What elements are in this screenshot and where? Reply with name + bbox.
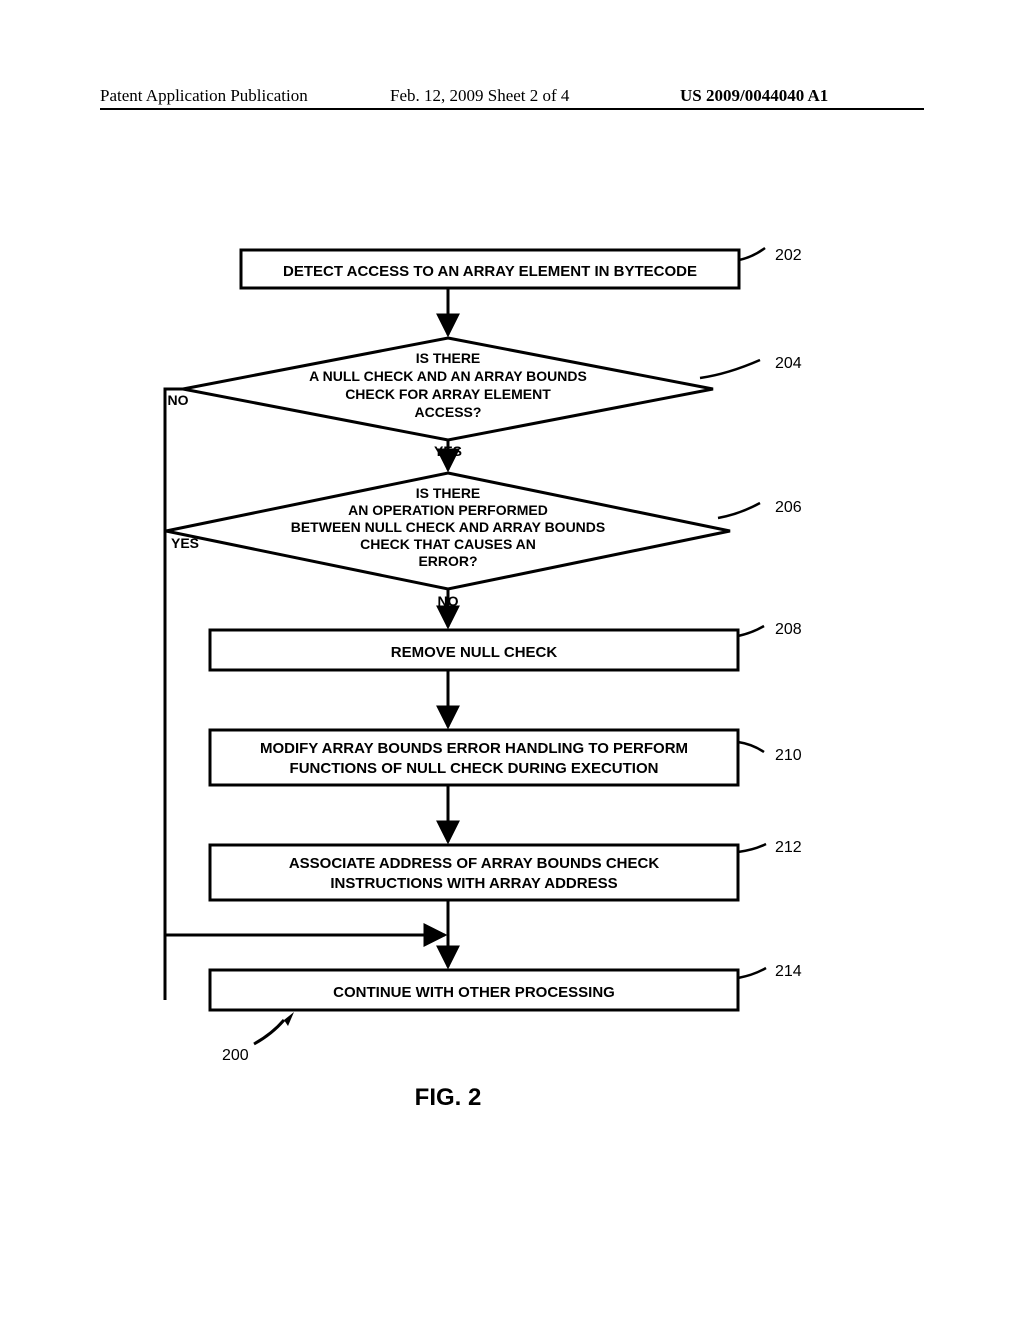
svg-text:BETWEEN NULL CHECK AND ARRAY B: BETWEEN NULL CHECK AND ARRAY BOUNDS — [291, 519, 606, 535]
svg-text:200: 200 — [222, 1047, 249, 1064]
svg-text:INSTRUCTIONS WITH ARRAY ADDRES: INSTRUCTIONS WITH ARRAY ADDRESS — [330, 875, 617, 892]
svg-text:CHECK THAT CAUSES AN: CHECK THAT CAUSES AN — [360, 536, 536, 552]
svg-text:212: 212 — [775, 839, 802, 856]
svg-text:202: 202 — [775, 247, 802, 264]
node-214: CONTINUE WITH OTHER PROCESSING — [210, 970, 738, 1010]
ref-204: 204 — [700, 355, 802, 378]
node-210: MODIFY ARRAY BOUNDS ERROR HANDLING TO PE… — [210, 730, 738, 785]
ref-210: 210 — [738, 742, 802, 764]
label-no-204: NO — [168, 392, 189, 408]
svg-text:ERROR?: ERROR? — [418, 553, 477, 569]
svg-text:ASSOCIATE ADDRESS OF ARRAY BOU: ASSOCIATE ADDRESS OF ARRAY BOUNDS CHECK — [289, 855, 659, 872]
svg-text:ACCESS?: ACCESS? — [415, 404, 482, 420]
svg-text:REMOVE NULL CHECK: REMOVE NULL CHECK — [391, 644, 558, 661]
svg-text:208: 208 — [775, 621, 802, 638]
flowchart: DETECT ACCESS TO AN ARRAY ELEMENT IN BYT… — [0, 0, 1024, 1320]
svg-text:AN OPERATION PERFORMED: AN OPERATION PERFORMED — [348, 502, 548, 518]
edge-204-no-down — [165, 389, 183, 1000]
node-208: REMOVE NULL CHECK — [210, 630, 738, 670]
svg-text:210: 210 — [775, 747, 802, 764]
svg-text:IS THERE: IS THERE — [416, 485, 481, 501]
svg-text:A NULL CHECK AND AN ARRAY BOUN: A NULL CHECK AND AN ARRAY BOUNDS — [309, 368, 587, 384]
node-202: DETECT ACCESS TO AN ARRAY ELEMENT IN BYT… — [241, 250, 739, 288]
node-212: ASSOCIATE ADDRESS OF ARRAY BOUNDS CHECK … — [210, 845, 738, 900]
ref-206: 206 — [718, 499, 802, 518]
svg-text:MODIFY ARRAY BOUNDS ERROR HAND: MODIFY ARRAY BOUNDS ERROR HANDLING TO PE… — [260, 740, 688, 757]
svg-text:CHECK FOR ARRAY ELEMENT: CHECK FOR ARRAY ELEMENT — [345, 386, 551, 402]
ref-212: 212 — [738, 839, 802, 856]
svg-text:206: 206 — [775, 499, 802, 516]
ref-214: 214 — [738, 963, 802, 980]
label-yes-206: YES — [171, 535, 199, 551]
node-202-text: DETECT ACCESS TO AN ARRAY ELEMENT IN BYT… — [283, 263, 697, 280]
ref-202: 202 — [739, 247, 802, 264]
svg-text:IS THERE: IS THERE — [416, 350, 481, 366]
node-204: IS THERE A NULL CHECK AND AN ARRAY BOUND… — [183, 338, 713, 440]
node-206: IS THERE AN OPERATION PERFORMED BETWEEN … — [166, 473, 730, 589]
figure-ref-200: 200 — [222, 1012, 294, 1064]
svg-text:FUNCTIONS OF NULL CHECK DURING: FUNCTIONS OF NULL CHECK DURING EXECUTION — [290, 760, 659, 777]
figure-caption: FIG. 2 — [415, 1084, 482, 1111]
svg-text:214: 214 — [775, 963, 802, 980]
ref-208: 208 — [738, 621, 802, 638]
svg-text:204: 204 — [775, 355, 802, 372]
svg-text:CONTINUE WITH OTHER PROCESSING: CONTINUE WITH OTHER PROCESSING — [333, 984, 615, 1001]
